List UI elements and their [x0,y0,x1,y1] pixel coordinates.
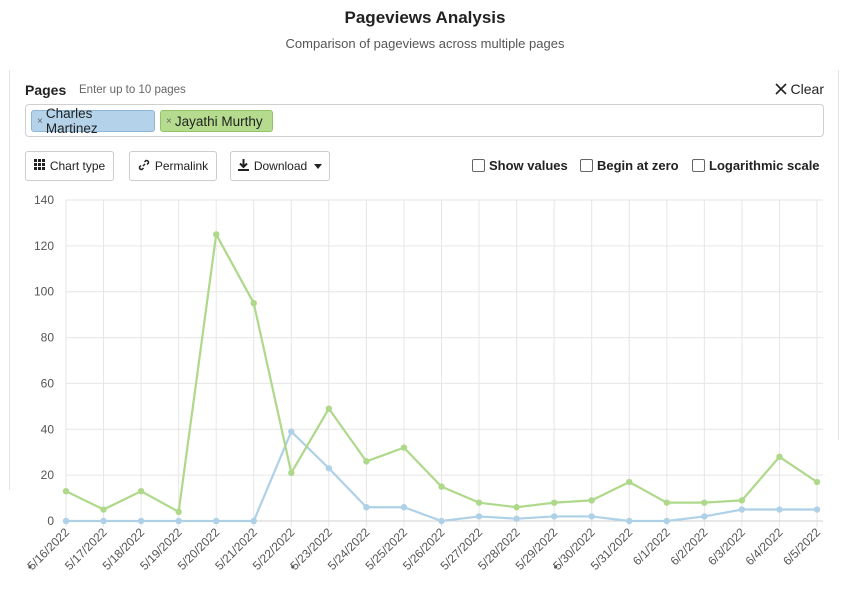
data-point [663,517,670,525]
panel-border-right [838,70,839,440]
data-point [288,428,295,435]
show-values-checkbox[interactable] [472,159,485,172]
data-point [701,499,708,506]
pages-hint: Enter up to 10 pages [79,84,186,96]
page-title: Pageviews Analysis [344,8,506,27]
data-point [475,499,483,506]
data-point [325,405,333,412]
data-point [325,465,333,472]
panel-border-left [9,70,10,490]
x-tick-label: 6/5/2022 [780,525,823,568]
data-point [363,458,370,465]
data-point [400,444,408,451]
data-point [62,517,70,525]
log-scale-toggle[interactable]: Logarithmic scale [692,158,820,173]
data-point [550,499,558,506]
show-values-toggle[interactable]: Show values [472,158,568,173]
data-point [213,231,220,238]
download-icon [237,158,249,174]
x-tick-label: 6/3/2022 [705,525,748,568]
data-point [438,517,445,525]
data-point [701,513,708,520]
data-point [438,483,445,490]
y-tick-label: 40 [41,422,55,436]
tag-label: Charles Martinez [45,106,98,136]
log-scale-checkbox[interactable] [692,159,705,172]
data-point [288,469,295,477]
begin-at-zero-checkbox[interactable] [580,159,593,172]
data-point [813,478,821,486]
data-point [175,517,182,525]
chevron-down-icon [314,163,323,169]
y-tick-label: 100 [34,285,54,299]
x-tick-label: 6/4/2022 [743,525,786,568]
data-point [626,478,633,486]
weekend-marker [28,565,32,569]
x-tick-label: 6/2/2022 [668,525,711,568]
link-icon [138,159,150,174]
show-values-label: Show values [489,158,568,173]
weekend-marker [554,565,558,569]
data-point [175,508,182,516]
data-point [137,487,145,495]
pages-input[interactable]: × Charles Martinez × Jayathi Murthy [25,104,824,137]
y-tick-label: 140 [34,193,54,207]
chart-type-button[interactable]: Chart type [25,151,114,181]
page-tag-jayathi-murthy: × Jayathi Murthy [160,110,273,132]
begin-at-zero-label: Begin at zero [597,158,679,173]
weekend-marker [291,565,295,569]
pages-label: Pages [25,82,67,98]
data-point [100,517,107,525]
data-point [776,506,783,513]
begin-at-zero-toggle[interactable]: Begin at zero [580,158,679,173]
data-point [588,497,595,504]
data-point [813,506,821,513]
data-point [363,504,370,511]
y-tick-label: 80 [41,331,55,345]
data-point [663,499,670,506]
y-tick-label: 120 [34,239,54,253]
close-icon [774,83,787,95]
permalink-label: Permalink [154,159,209,173]
data-point [475,513,483,520]
y-tick-label: 60 [41,376,55,390]
permalink-button[interactable]: Permalink [129,151,217,181]
data-point [213,517,220,525]
data-point [62,487,70,495]
data-point [588,513,595,520]
data-point [137,517,145,525]
page-subtitle: Comparison of pageviews across multiple … [285,36,565,51]
data-point [550,513,558,520]
download-button[interactable]: Download [230,151,330,181]
log-scale-label: Logarithmic scale [709,158,820,173]
x-tick-label: 5/31/2022 [588,525,636,573]
download-label: Download [253,159,308,173]
clear-label: Clear [790,81,824,97]
y-tick-label: 20 [41,468,55,482]
x-tick-label: 6/1/2022 [630,525,673,568]
data-point [738,506,746,513]
data-point [513,515,520,522]
remove-tag-icon[interactable]: × [37,115,43,127]
clear-button[interactable]: Clear [774,81,824,97]
page-tag-charles-martinez: × Charles Martinez [31,106,155,136]
data-point [513,504,520,511]
data-point [776,453,783,460]
data-point [738,497,746,504]
data-point [100,506,107,513]
pageviews-chart: 0204060801001201405/16/20225/17/20225/18… [24,193,823,573]
data-point [250,517,257,525]
remove-tag-icon[interactable]: × [166,115,172,127]
chart-type-label: Chart type [49,159,106,173]
tag-label: Jayathi Murthy [174,113,263,129]
y-tick-label: 0 [47,514,54,528]
data-point [626,517,633,525]
data-point [250,299,257,307]
data-point [400,504,408,511]
grid-icon [33,159,45,173]
